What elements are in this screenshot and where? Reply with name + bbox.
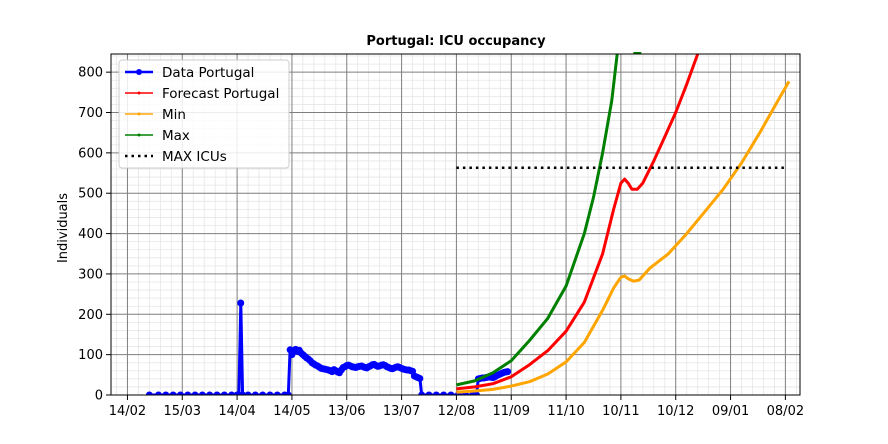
x-tick-label: 08/02	[767, 404, 804, 419]
series-forecast-portugal	[456, 54, 700, 391]
data-point	[447, 391, 455, 395]
data-point	[273, 391, 281, 395]
data-point	[239, 391, 247, 395]
data-point	[228, 391, 236, 395]
y-tick-label: 400	[78, 227, 103, 242]
data-point	[425, 391, 433, 395]
data-point	[440, 391, 448, 395]
legend-marker	[136, 69, 142, 75]
data-point	[284, 391, 292, 395]
data-point	[155, 391, 163, 395]
series-layer	[145, 54, 791, 395]
legend-label: Max	[162, 128, 190, 144]
legend-item: Min	[125, 107, 186, 123]
data-point	[244, 391, 252, 395]
data-point	[432, 391, 440, 395]
x-axis-ticks: 14/02 15/03 14/04 14/05 13/06 13/07 12/08 11/09…	[109, 395, 804, 419]
data-point	[504, 368, 512, 376]
major-grid	[111, 54, 800, 395]
y-tick-label: 600	[78, 146, 103, 161]
legend-marker	[137, 91, 141, 95]
legend-label: Min	[162, 107, 186, 123]
x-tick-label: 14/04	[218, 404, 255, 419]
data-point	[145, 391, 153, 395]
plot-frame	[110, 53, 801, 396]
data-point	[176, 391, 184, 395]
data-point	[251, 391, 259, 395]
series-data-portugal	[145, 299, 512, 395]
y-tick-label: 300	[78, 267, 103, 282]
x-tick-label: 14/02	[109, 404, 146, 419]
series-min	[456, 80, 791, 394]
legend-box	[118, 59, 290, 169]
x-tick-label: 10/12	[657, 404, 694, 419]
legend-label: Forecast Portugal	[162, 86, 279, 102]
x-tick-label: 12/08	[438, 404, 475, 419]
data-point	[237, 299, 245, 307]
data-point	[220, 391, 228, 395]
y-tick-label: 200	[78, 308, 103, 323]
y-tick-label: 0	[95, 389, 103, 404]
legend-label: Data Portugal	[162, 65, 254, 81]
x-tick-label: 14/05	[273, 404, 310, 419]
legend-marker	[137, 133, 141, 137]
legend-item: Forecast Portugal	[125, 86, 279, 102]
y-tick-label: 700	[78, 106, 103, 121]
x-tick-label: 13/06	[328, 404, 365, 419]
y-tick-label: 500	[78, 187, 103, 202]
x-tick-label: 15/03	[164, 404, 201, 419]
data-point	[191, 391, 199, 395]
data-point	[266, 391, 274, 395]
legend-item: Max	[125, 128, 190, 144]
series-line	[456, 54, 619, 387]
legend-label: MAX ICUs	[162, 149, 227, 165]
data-point	[198, 391, 206, 395]
data-point	[259, 391, 267, 395]
data-point	[213, 391, 221, 395]
data-point	[184, 391, 192, 395]
y-axis-label: Individuals	[56, 193, 71, 263]
legend-item: Data Portugal	[125, 65, 254, 81]
x-tick-label: 09/01	[712, 404, 749, 419]
series-line	[456, 80, 791, 394]
data-point	[416, 374, 424, 382]
y-tick-label: 100	[78, 348, 103, 363]
legend-item: MAX ICUs	[125, 149, 227, 165]
legend: Data Portugal Forecast Portugal Min Max MAX …	[118, 59, 290, 169]
x-tick-label: 10/11	[602, 404, 639, 419]
x-tick-label: 11/09	[493, 404, 530, 419]
minor-grid	[111, 54, 800, 395]
x-tick-label: 11/10	[547, 404, 584, 419]
chart-title: Portugal: ICU occupancy	[366, 34, 546, 49]
series-max	[456, 54, 619, 387]
data-point	[206, 391, 214, 395]
y-axis-ticks: 0 100 200 300 400 500 600 700 800	[78, 66, 111, 404]
series-line	[456, 54, 700, 391]
x-tick-label: 13/07	[383, 404, 420, 419]
data-point	[418, 391, 426, 395]
legend-marker	[137, 112, 141, 116]
y-tick-label: 800	[78, 66, 103, 81]
data-point	[162, 391, 170, 395]
data-point	[169, 391, 177, 395]
